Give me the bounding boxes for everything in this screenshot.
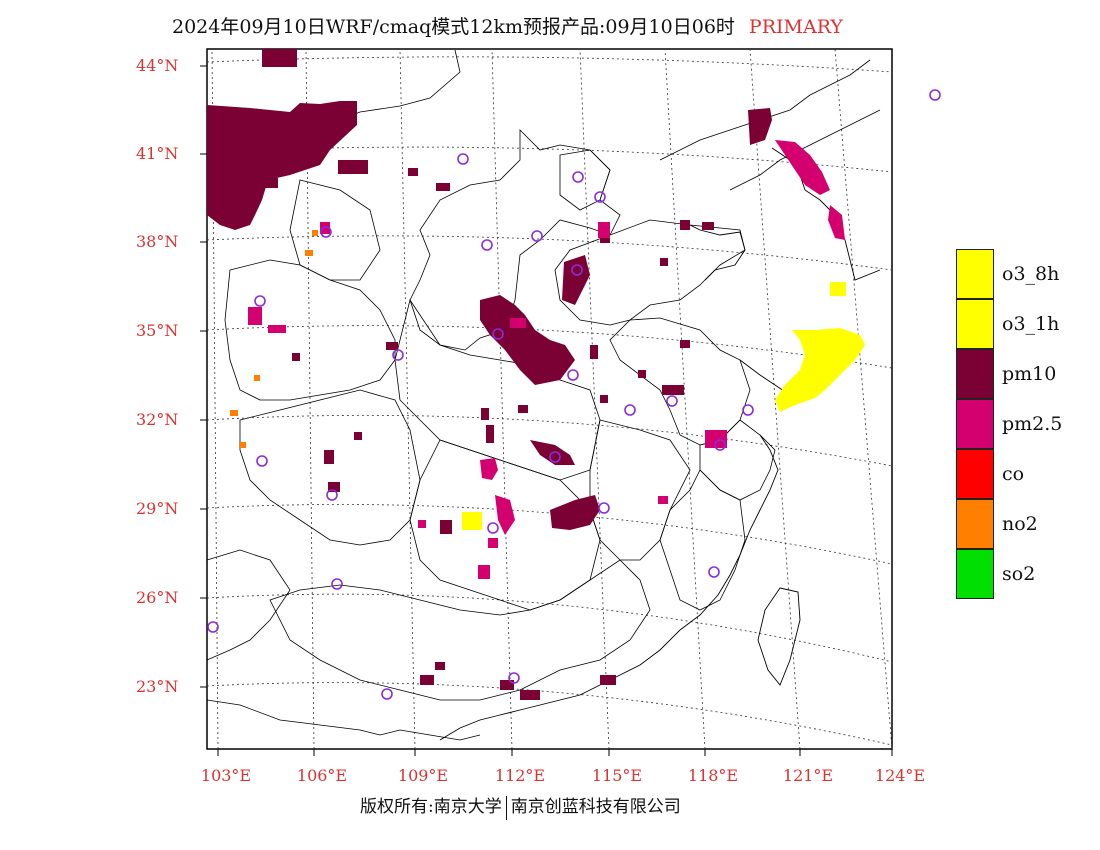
monitoring-stations bbox=[207, 89, 941, 700]
legend-swatch bbox=[956, 299, 994, 349]
lat-label-38: 38°N bbox=[136, 232, 179, 251]
footer-separator bbox=[505, 795, 507, 820]
lon-label-109: 109°E bbox=[397, 766, 449, 785]
legend-label: o3_1h bbox=[1002, 313, 1060, 335]
pm10-regions bbox=[207, 49, 772, 700]
legend-swatch bbox=[956, 549, 994, 599]
lon-label-121: 121°E bbox=[782, 766, 834, 785]
no2-dots bbox=[230, 230, 318, 448]
lon-label-103: 103°E bbox=[200, 766, 252, 785]
lat-ticks bbox=[200, 65, 207, 688]
lat-label-41: 41°N bbox=[136, 144, 179, 163]
lon-label-106: 106°E bbox=[296, 766, 348, 785]
legend-swatch bbox=[956, 249, 994, 299]
lat-label-23: 23°N bbox=[136, 677, 179, 696]
legend-swatch bbox=[956, 449, 994, 499]
graticule bbox=[206, 48, 893, 750]
o3-regions bbox=[462, 282, 865, 530]
lat-label-44: 44°N bbox=[136, 56, 179, 75]
map-title: 2024年09月10日WRF/cmaq模式12km预报产品:09月10日06时 P… bbox=[172, 12, 843, 39]
legend-swatch bbox=[956, 499, 994, 549]
lat-label-29: 29°N bbox=[136, 499, 179, 518]
taiwan-island bbox=[757, 587, 801, 686]
legend-label: o3_8h bbox=[1002, 263, 1060, 285]
legend-label: co bbox=[1002, 463, 1025, 485]
legend-swatch bbox=[956, 399, 994, 449]
lon-label-115: 115°E bbox=[591, 766, 643, 785]
lon-label-112: 112°E bbox=[494, 766, 546, 785]
legend-label: so2 bbox=[1002, 563, 1036, 585]
lon-ticks bbox=[217, 749, 893, 756]
title-tag: PRIMARY bbox=[748, 16, 843, 38]
copyright-left: 版权所有:南京大学 bbox=[360, 797, 502, 817]
lat-label-32: 32°N bbox=[136, 410, 179, 429]
copyright-footer: 版权所有:南京大学 南京创蓝科技有限公司 bbox=[360, 792, 681, 820]
lon-label-118: 118°E bbox=[687, 766, 739, 785]
legend-label: pm10 bbox=[1002, 363, 1057, 385]
lon-label-124: 124°E bbox=[874, 766, 926, 785]
legend-label: no2 bbox=[1002, 513, 1038, 535]
title-text: 2024年09月10日WRF/cmaq模式12km预报产品:09月10日06时 bbox=[172, 16, 735, 38]
legend-label: pm2.5 bbox=[1002, 413, 1063, 435]
copyright-right: 南京创蓝科技有限公司 bbox=[510, 797, 681, 817]
lat-label-35: 35°N bbox=[136, 321, 179, 340]
pm25-regions bbox=[248, 140, 845, 579]
legend-swatch bbox=[956, 349, 994, 399]
lat-label-26: 26°N bbox=[136, 588, 179, 607]
